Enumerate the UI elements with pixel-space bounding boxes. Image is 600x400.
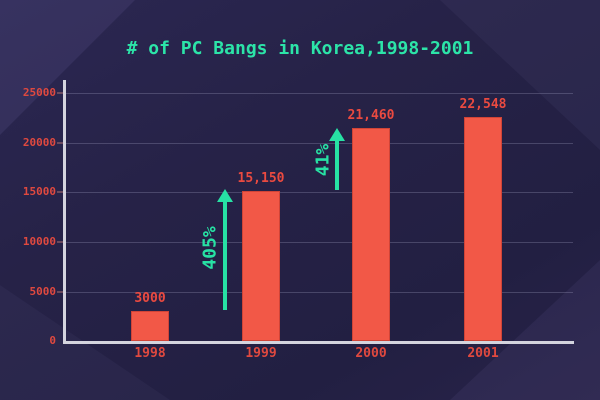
growth-annotation-41: 41% — [312, 143, 333, 176]
x-axis-label-2001: 2001 — [467, 346, 499, 361]
x-axis-label-2000: 2000 — [355, 346, 387, 361]
x-axis-label-1998: 1998 — [134, 346, 166, 361]
gridline-15000 — [66, 192, 573, 193]
growth-arrow-405-line — [222, 201, 227, 310]
bar-1998 — [131, 311, 169, 341]
value-label-2001: 22,548 — [459, 97, 507, 113]
bar-2000 — [352, 128, 390, 341]
y-axis-label-15000: 15000 — [22, 185, 56, 198]
growth-arrow-41-line — [334, 141, 339, 190]
value-label-1998: 3000 — [134, 291, 166, 307]
gridline-20000 — [66, 142, 573, 144]
y-axis-label-5000: 5000 — [29, 285, 57, 298]
y-axis-label-20000: 20000 — [22, 135, 56, 149]
gridline-10000 — [66, 242, 573, 243]
y-tick-5000 — [57, 291, 64, 293]
chart-title: # of PC Bangs in Korea,1998-2001 — [126, 38, 474, 59]
y-tick-20000 — [57, 141, 64, 144]
y-tick-15000 — [57, 191, 64, 193]
value-label-1999: 15,150 — [237, 170, 285, 186]
y-axis-label-25000: 25000 — [22, 86, 56, 99]
corner-decoration-top-left — [0, 0, 135, 135]
gridline-5000 — [66, 292, 573, 293]
y-tick-10000 — [57, 241, 64, 243]
value-label-2000: 21,460 — [347, 108, 395, 124]
gridline-25000 — [66, 93, 573, 94]
growth-annotation-405: 405% — [199, 226, 221, 270]
y-axis-label-10000: 10000 — [22, 235, 56, 248]
bar-1999 — [242, 190, 280, 341]
y-tick-25000 — [57, 92, 64, 94]
x-axis-line — [63, 341, 574, 344]
growth-arrow-41-head-icon — [328, 128, 345, 141]
bar-2001 — [464, 117, 502, 341]
growth-arrow-405-head-icon — [216, 188, 233, 202]
y-axis-label-0: 0 — [49, 334, 56, 347]
x-axis-label-1999: 1999 — [245, 346, 277, 361]
y-axis-line — [63, 80, 66, 343]
